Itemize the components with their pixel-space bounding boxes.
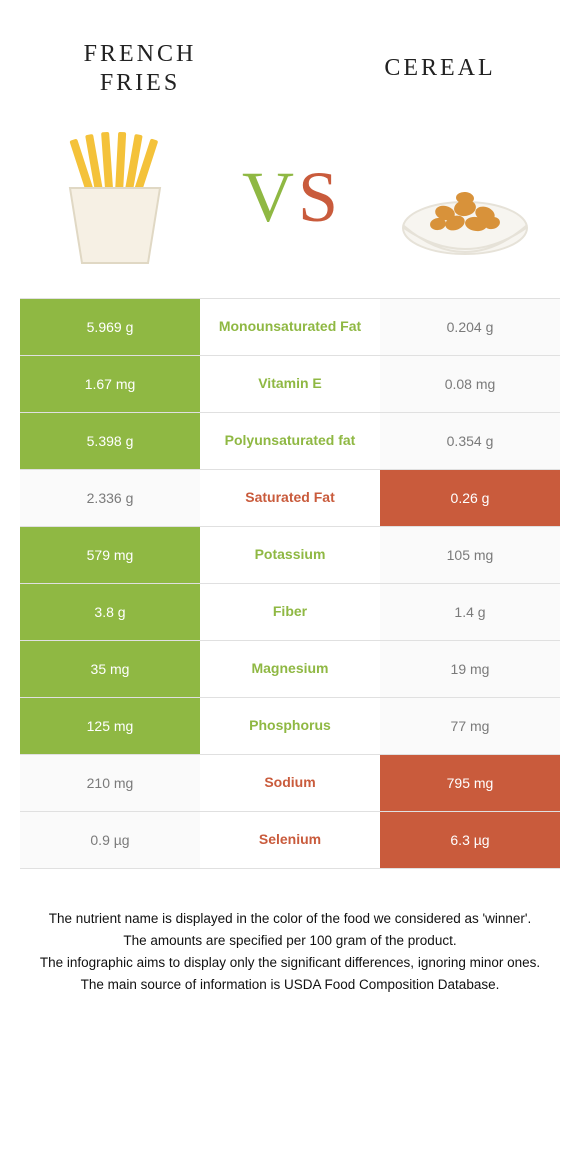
nutrient-table: 5.969 gMonounsaturated Fat0.204 g1.67 mg… <box>20 298 560 869</box>
nutrient-label: Phosphorus <box>200 698 380 754</box>
left-value: 210 mg <box>20 755 200 811</box>
right-value: 77 mg <box>380 698 560 754</box>
table-row: 2.336 gSaturated Fat0.26 g <box>20 469 560 526</box>
right-value: 0.204 g <box>380 299 560 355</box>
right-value: 0.08 mg <box>380 356 560 412</box>
footnote-line: The amounts are specified per 100 gram o… <box>30 931 550 951</box>
nutrient-label: Polyunsaturated fat <box>200 413 380 469</box>
vs-label: VS <box>242 156 338 239</box>
right-value: 0.26 g <box>380 470 560 526</box>
left-value: 5.398 g <box>20 413 200 469</box>
vs-s: S <box>298 156 338 239</box>
french-fries-image <box>40 128 190 268</box>
table-row: 125 mgPhosphorus77 mg <box>20 697 560 754</box>
left-value: 125 mg <box>20 698 200 754</box>
left-value: 3.8 g <box>20 584 200 640</box>
right-value: 0.354 g <box>380 413 560 469</box>
left-value: 579 mg <box>20 527 200 583</box>
footnotes: The nutrient name is displayed in the co… <box>30 909 550 996</box>
table-row: 0.9 µgSelenium6.3 µg <box>20 811 560 869</box>
left-value: 2.336 g <box>20 470 200 526</box>
nutrient-label: Magnesium <box>200 641 380 697</box>
cereal-image <box>390 128 540 268</box>
left-value: 0.9 µg <box>20 812 200 868</box>
right-food-title: CEREAL <box>350 54 530 83</box>
right-value: 105 mg <box>380 527 560 583</box>
footnote-line: The nutrient name is displayed in the co… <box>30 909 550 929</box>
right-value: 795 mg <box>380 755 560 811</box>
nutrient-label: Selenium <box>200 812 380 868</box>
table-row: 3.8 gFiber1.4 g <box>20 583 560 640</box>
footnote-line: The infographic aims to display only the… <box>30 953 550 973</box>
table-row: 35 mgMagnesium19 mg <box>20 640 560 697</box>
footnote-line: The main source of information is USDA F… <box>30 975 550 995</box>
nutrient-label: Fiber <box>200 584 380 640</box>
right-value: 6.3 µg <box>380 812 560 868</box>
left-food-title: FRENCH FRIES <box>50 40 230 98</box>
table-row: 210 mgSodium795 mg <box>20 754 560 811</box>
table-row: 579 mgPotassium105 mg <box>20 526 560 583</box>
table-row: 1.67 mgVitamin E0.08 mg <box>20 355 560 412</box>
left-value: 1.67 mg <box>20 356 200 412</box>
right-value: 19 mg <box>380 641 560 697</box>
nutrient-label: Monounsaturated Fat <box>200 299 380 355</box>
left-value: 35 mg <box>20 641 200 697</box>
right-value: 1.4 g <box>380 584 560 640</box>
header: FRENCH FRIES CEREAL <box>0 0 580 108</box>
left-value: 5.969 g <box>20 299 200 355</box>
images-row: VS <box>0 108 580 298</box>
nutrient-label: Vitamin E <box>200 356 380 412</box>
nutrient-label: Saturated Fat <box>200 470 380 526</box>
nutrient-label: Potassium <box>200 527 380 583</box>
table-row: 5.969 gMonounsaturated Fat0.204 g <box>20 298 560 355</box>
nutrient-label: Sodium <box>200 755 380 811</box>
vs-v: V <box>242 156 294 239</box>
table-row: 5.398 gPolyunsaturated fat0.354 g <box>20 412 560 469</box>
